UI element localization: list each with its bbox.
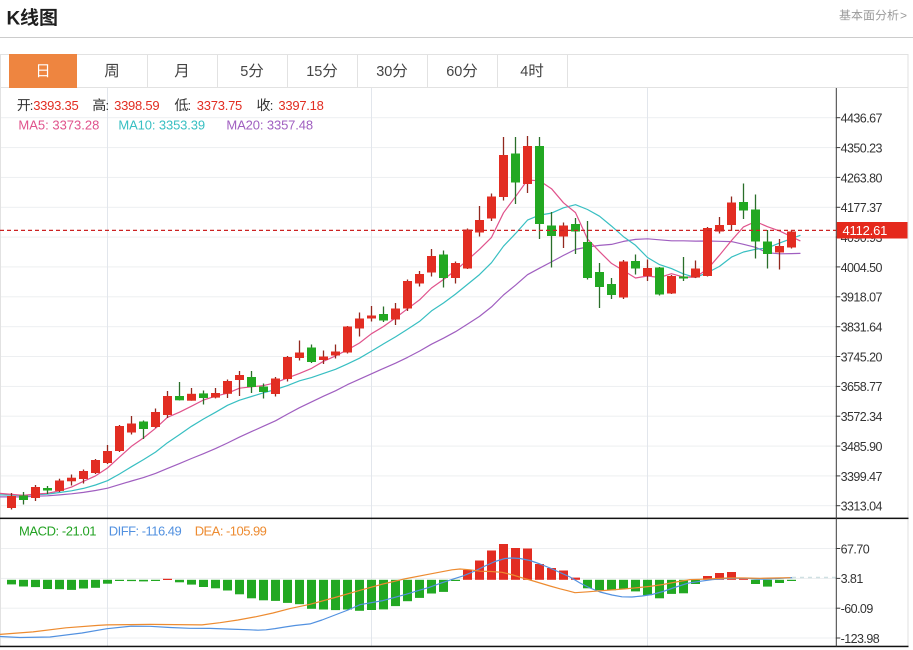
svg-text:>: >	[900, 9, 907, 23]
svg-text:3373.75: 3373.75	[197, 98, 242, 113]
svg-text:67.70: 67.70	[841, 542, 870, 556]
svg-text:3485.90: 3485.90	[841, 440, 883, 454]
svg-text::: :	[106, 98, 110, 113]
svg-text:3398.59: 3398.59	[114, 98, 159, 113]
svg-text:3313.04: 3313.04	[841, 500, 883, 514]
svg-text:0: 0	[454, 64, 462, 80]
svg-text:3918.07: 3918.07	[841, 291, 883, 305]
svg-text:MA10: 3353.39: MA10: 3353.39	[118, 117, 205, 132]
svg-text:4004.50: 4004.50	[841, 261, 883, 275]
svg-text:MACD: -21.01: MACD: -21.01	[19, 523, 96, 538]
svg-text:6: 6	[446, 64, 454, 80]
svg-text:3745.20: 3745.20	[841, 350, 883, 364]
svg-text:MA20: 3357.48: MA20: 3357.48	[226, 117, 313, 132]
svg-text:3393.35: 3393.35	[33, 98, 78, 113]
svg-text:DEA: -105.99: DEA: -105.99	[195, 523, 267, 538]
svg-text::: :	[30, 98, 34, 113]
svg-text:K: K	[7, 8, 21, 29]
svg-text:3399.47: 3399.47	[841, 470, 883, 484]
svg-text:4177.37: 4177.37	[841, 201, 883, 215]
svg-text:3397.18: 3397.18	[278, 98, 323, 113]
svg-text:-60.09: -60.09	[841, 602, 874, 616]
svg-text:1: 1	[306, 64, 314, 80]
svg-text:4: 4	[520, 64, 528, 80]
svg-text:3658.77: 3658.77	[841, 380, 883, 394]
svg-text:4112.61: 4112.61	[843, 223, 888, 238]
svg-text:4350.23: 4350.23	[841, 142, 883, 156]
svg-text:4263.80: 4263.80	[841, 171, 883, 185]
svg-text::: :	[270, 98, 274, 113]
svg-text::: :	[188, 98, 192, 113]
svg-text:4436.67: 4436.67	[841, 112, 883, 126]
svg-text:5: 5	[240, 64, 248, 80]
svg-text:3831.64: 3831.64	[841, 321, 883, 335]
svg-text:-123.98: -123.98	[841, 632, 880, 646]
svg-text:MA5: 3373.28: MA5: 3373.28	[18, 117, 99, 132]
svg-text:3: 3	[376, 64, 384, 80]
svg-text:0: 0	[384, 64, 392, 80]
svg-text:5: 5	[314, 64, 322, 80]
svg-text:3.81: 3.81	[841, 572, 864, 586]
svg-text:DIFF: -116.49: DIFF: -116.49	[109, 523, 182, 538]
svg-text:3572.34: 3572.34	[841, 410, 883, 424]
